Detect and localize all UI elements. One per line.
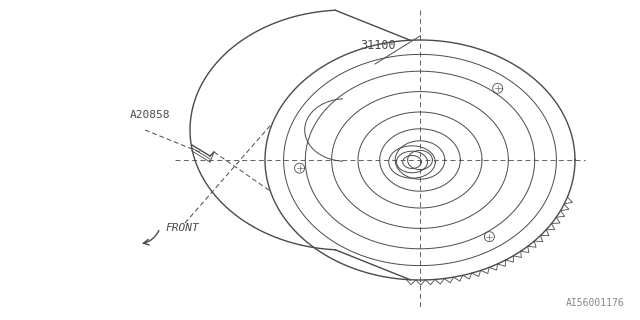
Text: AI56001176: AI56001176 (566, 298, 625, 308)
Text: A20858: A20858 (130, 110, 170, 120)
Text: FRONT: FRONT (165, 223, 199, 233)
Text: 31100: 31100 (360, 39, 396, 52)
